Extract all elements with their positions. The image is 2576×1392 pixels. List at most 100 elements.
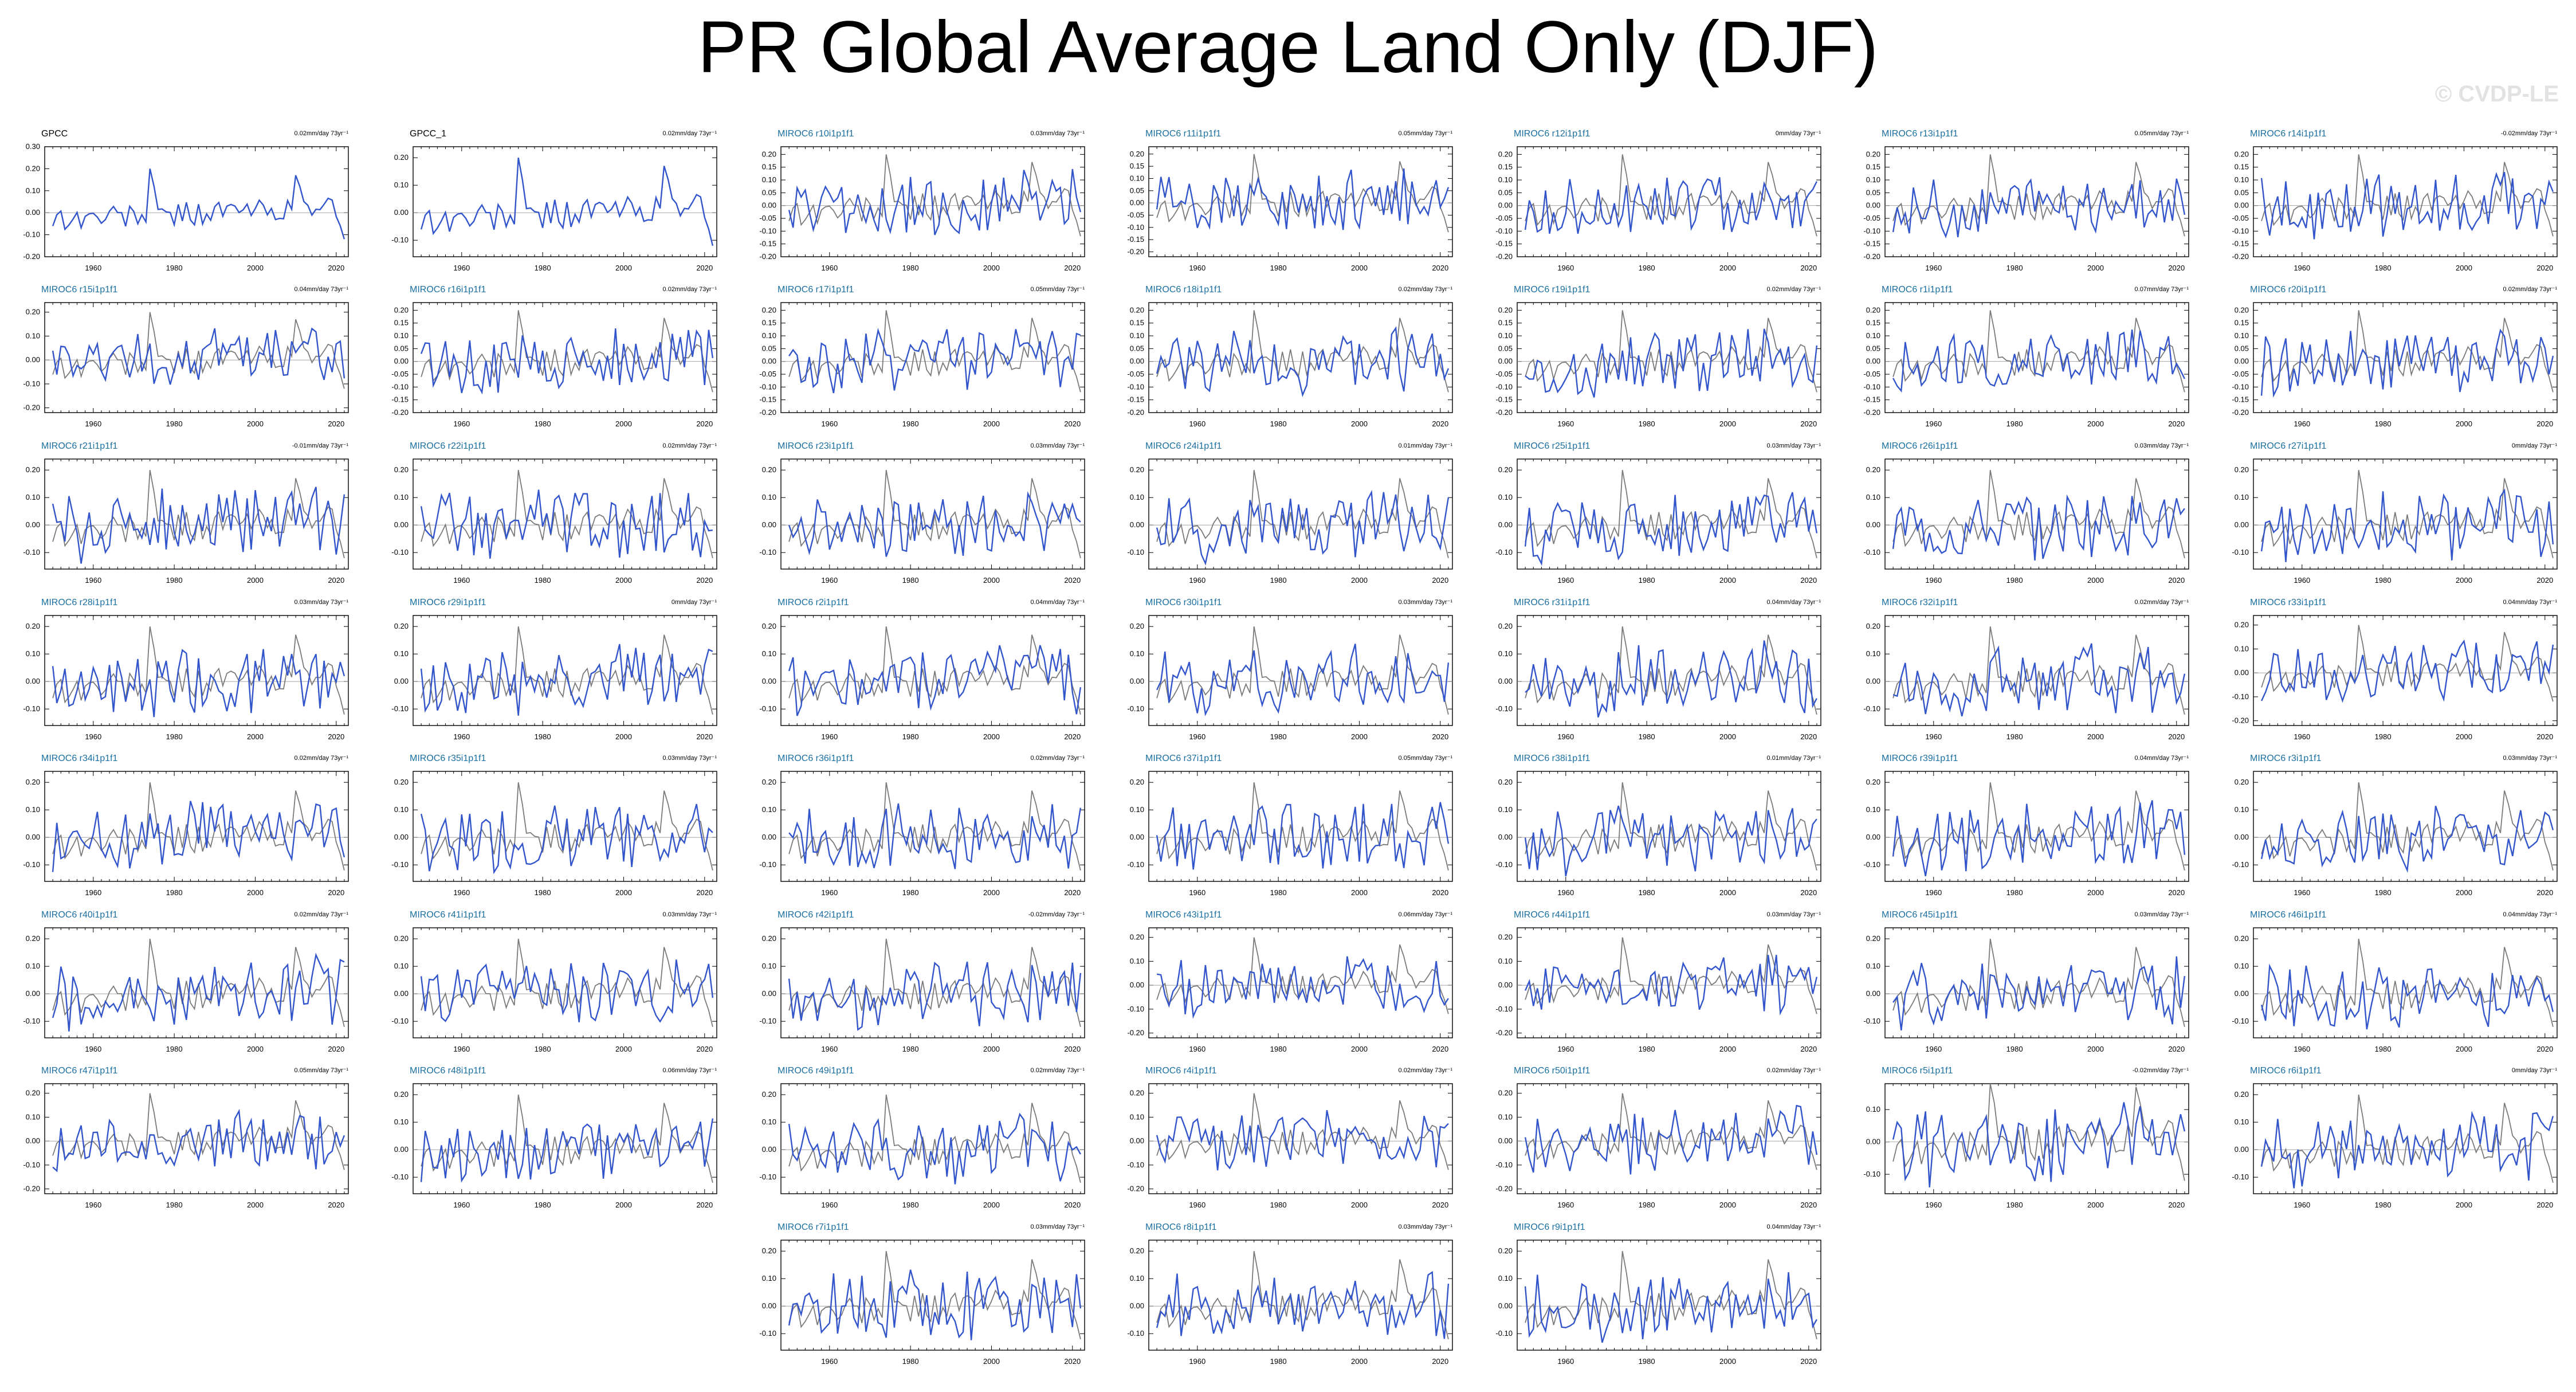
panel: MIROC6 r25i1p1f1 0.03mm/day 73yr⁻¹ 1960 198… xyxy=(1495,441,1821,585)
series-line-model xyxy=(420,644,713,716)
x-tick-label: 2020 xyxy=(1432,732,1448,741)
panel-trend: 0.03mm/day 73yr⁻¹ xyxy=(1767,442,1821,449)
y-tick-label: 0.10 xyxy=(1130,493,1144,501)
panel-trend: 0.05mm/day 73yr⁻¹ xyxy=(294,1067,349,1074)
panel: MIROC6 r40i1p1f1 0.02mm/day 73yr⁻¹ 1960 198… xyxy=(23,910,349,1053)
y-tick-label: 0.20 xyxy=(26,164,40,172)
series-line-model xyxy=(2260,488,2554,562)
y-tick-label: 0.00 xyxy=(26,833,40,841)
y-tick-label: 0.10 xyxy=(1498,493,1513,501)
y-tick-label: 0.20 xyxy=(1498,933,1513,942)
x-tick-label: 1960 xyxy=(2294,888,2310,897)
panel-label: MIROC6 r13i1p1f1 xyxy=(1882,129,1958,139)
panel: MIROC6 r1i1p1f1 0.07mm/day 73yr⁻¹ 1960 1980… xyxy=(1863,285,2189,428)
y-tick-label: 0.20 xyxy=(2235,150,2249,158)
y-tick-label: -0.05 xyxy=(1127,210,1144,219)
panel-trend: 0.06mm/day 73yr⁻¹ xyxy=(663,1067,717,1074)
y-tick-label: -0.15 xyxy=(759,240,776,248)
series-line-model xyxy=(788,491,1081,557)
y-tick-label: 0.20 xyxy=(26,778,40,786)
panel: MIROC6 r20i1p1f1 0.02mm/day 73yr⁻¹ 1960 198… xyxy=(2232,285,2558,428)
y-tick-label: 0.00 xyxy=(2235,833,2249,841)
series-line-gpcc xyxy=(421,1095,713,1183)
panel-trend: 0.05mm/day 73yr⁻¹ xyxy=(1031,286,1085,293)
series-line-model xyxy=(1524,177,1817,234)
x-tick-label: 2020 xyxy=(1800,888,1817,897)
y-tick-label: 0.10 xyxy=(1498,1112,1513,1121)
y-tick-label: -0.10 xyxy=(1863,1017,1880,1025)
panel: MIROC6 r13i1p1f1 0.05mm/day 73yr⁻¹ 1960 198… xyxy=(1863,129,2189,272)
panel-trend: 0.02mm/day 73yr⁻¹ xyxy=(294,130,349,137)
panel-trend: -0.02mm/day 73yr⁻¹ xyxy=(2501,130,2557,137)
y-tick-label: -0.10 xyxy=(2232,548,2249,556)
series-line-obs xyxy=(52,168,345,240)
panel-trend: 0.01mm/day 73yr⁻¹ xyxy=(1399,442,1453,449)
y-tick-label: 0.20 xyxy=(2235,1090,2249,1099)
y-tick-label: 0.20 xyxy=(26,465,40,474)
panel-label: MIROC6 r16i1p1f1 xyxy=(410,285,486,295)
y-tick-label: 0.10 xyxy=(762,331,776,340)
x-tick-label: 1980 xyxy=(2375,732,2392,741)
panel: MIROC6 r22i1p1f1 0.02mm/day 73yr⁻¹ 1960 198… xyxy=(391,441,717,585)
y-tick-label: 0.05 xyxy=(394,344,409,352)
y-tick-label: 0.10 xyxy=(2235,805,2249,814)
series-line-gpcc xyxy=(52,939,345,1028)
x-tick-label: 2020 xyxy=(696,264,713,272)
y-tick-label: 0.10 xyxy=(1498,649,1513,658)
y-tick-label: 0.10 xyxy=(1130,174,1144,182)
y-tick-label: 0.10 xyxy=(394,649,409,658)
x-tick-label: 2000 xyxy=(247,419,264,428)
panel-frame xyxy=(1884,1083,2189,1194)
x-tick-label: 2020 xyxy=(1432,264,1448,272)
y-tick-label: -0.20 xyxy=(2232,716,2249,725)
series-line-model xyxy=(1156,956,1449,1019)
y-tick-label: 0.00 xyxy=(394,833,409,841)
y-tick-label: 0.15 xyxy=(1866,319,1880,327)
x-tick-label: 2020 xyxy=(2536,1201,2553,1209)
y-tick-label: -0.10 xyxy=(23,548,40,556)
panel: MIROC6 r17i1p1f1 0.05mm/day 73yr⁻¹ 1960 198… xyxy=(759,285,1085,428)
y-tick-label: 0.00 xyxy=(394,520,409,529)
x-tick-label: 2020 xyxy=(328,264,344,272)
y-tick-label: 0.05 xyxy=(1130,186,1144,195)
y-tick-label: 0.20 xyxy=(762,934,776,943)
panel-frame xyxy=(44,771,349,882)
y-tick-label: -0.10 xyxy=(759,860,776,869)
x-tick-label: 2020 xyxy=(2536,419,2553,428)
x-tick-label: 2020 xyxy=(1800,1201,1817,1209)
x-tick-label: 1980 xyxy=(902,576,919,585)
x-tick-label: 2020 xyxy=(1064,264,1081,272)
panel-frame xyxy=(413,615,717,726)
series-line-model xyxy=(788,645,1082,716)
panel-label: MIROC6 r49i1p1f1 xyxy=(777,1066,854,1076)
series-line-gpcc xyxy=(788,1095,1081,1183)
y-tick-label: 0.10 xyxy=(394,493,409,501)
x-tick-label: 2020 xyxy=(696,888,713,897)
x-tick-label: 2000 xyxy=(615,732,632,741)
y-tick-label: 0.20 xyxy=(1130,778,1144,786)
x-tick-label: 2000 xyxy=(247,576,264,585)
y-tick-label: -0.10 xyxy=(759,382,776,391)
panel-label: MIROC6 r3i1p1f1 xyxy=(2250,754,2322,763)
y-tick-label: 0.20 xyxy=(394,934,409,943)
panel-trend: 0.05mm/day 73yr⁻¹ xyxy=(1399,130,1453,137)
series-line-gpcc xyxy=(1156,310,1449,393)
x-tick-label: 1980 xyxy=(1270,888,1287,897)
x-tick-label: 1960 xyxy=(1557,1045,1574,1053)
y-tick-label: -0.20 xyxy=(759,408,776,417)
series-line-gpcc xyxy=(421,310,713,393)
panel-trend: 0.02mm/day 73yr⁻¹ xyxy=(1767,286,1821,293)
x-tick-label: 1980 xyxy=(902,732,919,741)
x-tick-label: 1980 xyxy=(2375,419,2392,428)
panel: MIROC6 r5i1p1f1 -0.02mm/day 73yr⁻¹ 1960 198… xyxy=(1863,1066,2189,1209)
y-tick-label: 0.10 xyxy=(26,186,40,195)
y-tick-label: 0.00 xyxy=(1866,520,1880,529)
y-tick-label: 0.20 xyxy=(1498,150,1513,158)
panel: MIROC6 r39i1p1f1 0.04mm/day 73yr⁻¹ 1960 198… xyxy=(1863,754,2189,897)
panel-trend: 0.02mm/day 73yr⁻¹ xyxy=(2503,286,2558,293)
panel: MIROC6 r6i1p1f1 0mm/day 73yr⁻¹ 1960 1980 200… xyxy=(2232,1066,2558,1209)
panel-trend: 0.04mm/day 73yr⁻¹ xyxy=(1031,599,1085,606)
panel-frame xyxy=(2253,771,2558,882)
y-tick-label: 0.20 xyxy=(1866,934,1880,943)
panel-trend: 0.02mm/day 73yr⁻¹ xyxy=(663,130,717,137)
